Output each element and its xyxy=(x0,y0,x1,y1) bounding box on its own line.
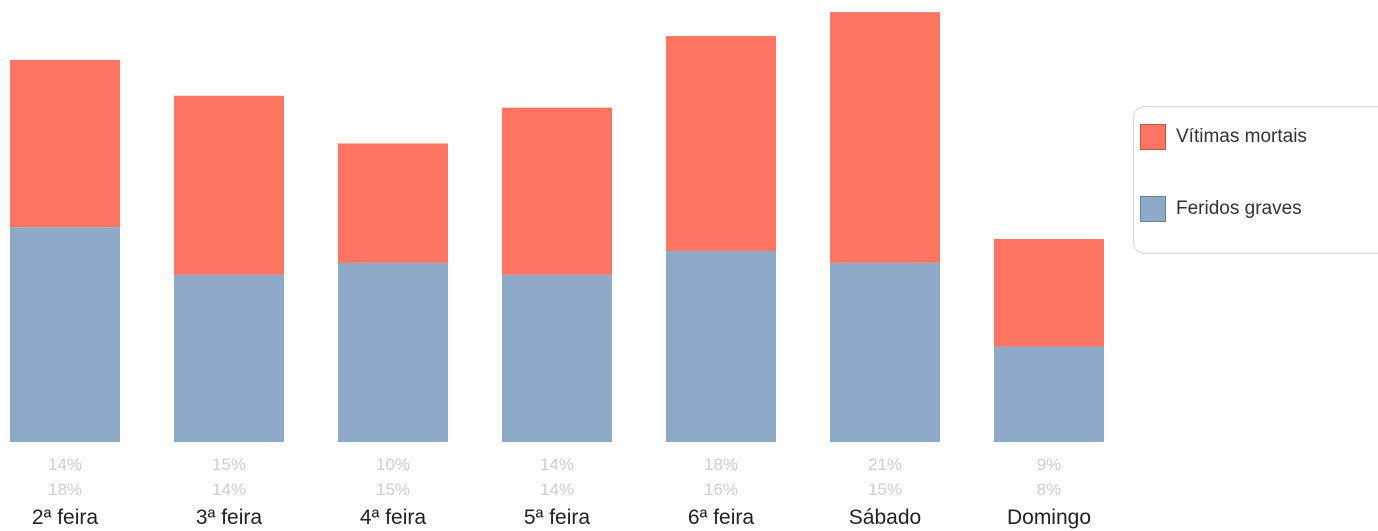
legend-item-feridos-graves[interactable]: Feridos graves xyxy=(1140,195,1302,223)
bar-vitimas-mortais-4[interactable] xyxy=(666,36,776,251)
data-label-feridos-graves-1: 14% xyxy=(212,480,246,499)
category-label-domingo: Domingo xyxy=(1007,506,1091,529)
data-label-vitimas-mortais-4: 18% xyxy=(704,455,738,474)
category-label-s-bado: Sábado xyxy=(849,506,921,529)
legend-swatch-vitimas-mortais xyxy=(1140,124,1166,150)
bar-vitimas-mortais-5[interactable] xyxy=(830,12,940,263)
data-label-vitimas-mortais-5: 21% xyxy=(868,455,902,474)
data-label-feridos-graves-4: 16% xyxy=(704,480,738,499)
legend: Vítimas mortais Feridos graves xyxy=(1133,106,1378,254)
legend-item-vitimas-mortais[interactable]: Vítimas mortais xyxy=(1140,123,1307,151)
bar-feridos-graves-0[interactable] xyxy=(10,227,120,442)
data-label-vitimas-mortais-3: 14% xyxy=(540,455,574,474)
category-label-3-feira: 3ª feira xyxy=(196,506,262,529)
category-label-5-feira: 5ª feira xyxy=(524,506,590,529)
bar-vitimas-mortais-3[interactable] xyxy=(502,107,612,275)
bar-feridos-graves-4[interactable] xyxy=(666,250,776,442)
bar-feridos-graves-3[interactable] xyxy=(502,274,612,442)
bar-vitimas-mortais-1[interactable] xyxy=(174,95,284,275)
bar-vitimas-mortais-2[interactable] xyxy=(338,143,448,263)
bar-feridos-graves-5[interactable] xyxy=(830,262,940,442)
legend-label-vitimas-mortais: Vítimas mortais xyxy=(1176,126,1307,147)
bar-vitimas-mortais-6[interactable] xyxy=(994,239,1104,347)
bar-vitimas-mortais-0[interactable] xyxy=(10,59,120,228)
data-label-vitimas-mortais-2: 10% xyxy=(376,455,410,474)
category-label-6-feira: 6ª feira xyxy=(688,506,754,529)
data-label-feridos-graves-5: 15% xyxy=(868,480,902,499)
data-label-feridos-graves-2: 15% xyxy=(376,480,410,499)
bar-feridos-graves-2[interactable] xyxy=(338,262,448,442)
bar-feridos-graves-6[interactable] xyxy=(994,346,1104,442)
bar-feridos-graves-1[interactable] xyxy=(174,274,284,442)
data-label-vitimas-mortais-1: 15% xyxy=(212,455,246,474)
category-label-4-feira: 4ª feira xyxy=(360,506,426,529)
legend-swatch-feridos-graves xyxy=(1140,196,1166,222)
data-label-feridos-graves-0: 18% xyxy=(48,480,82,499)
category-label-2-feira: 2ª feira xyxy=(32,506,98,529)
data-label-vitimas-mortais-6: 9% xyxy=(1037,455,1062,474)
data-label-feridos-graves-6: 8% xyxy=(1037,480,1062,499)
data-label-feridos-graves-3: 14% xyxy=(540,480,574,499)
data-label-vitimas-mortais-0: 14% xyxy=(48,455,82,474)
legend-label-feridos-graves: Feridos graves xyxy=(1176,198,1302,219)
